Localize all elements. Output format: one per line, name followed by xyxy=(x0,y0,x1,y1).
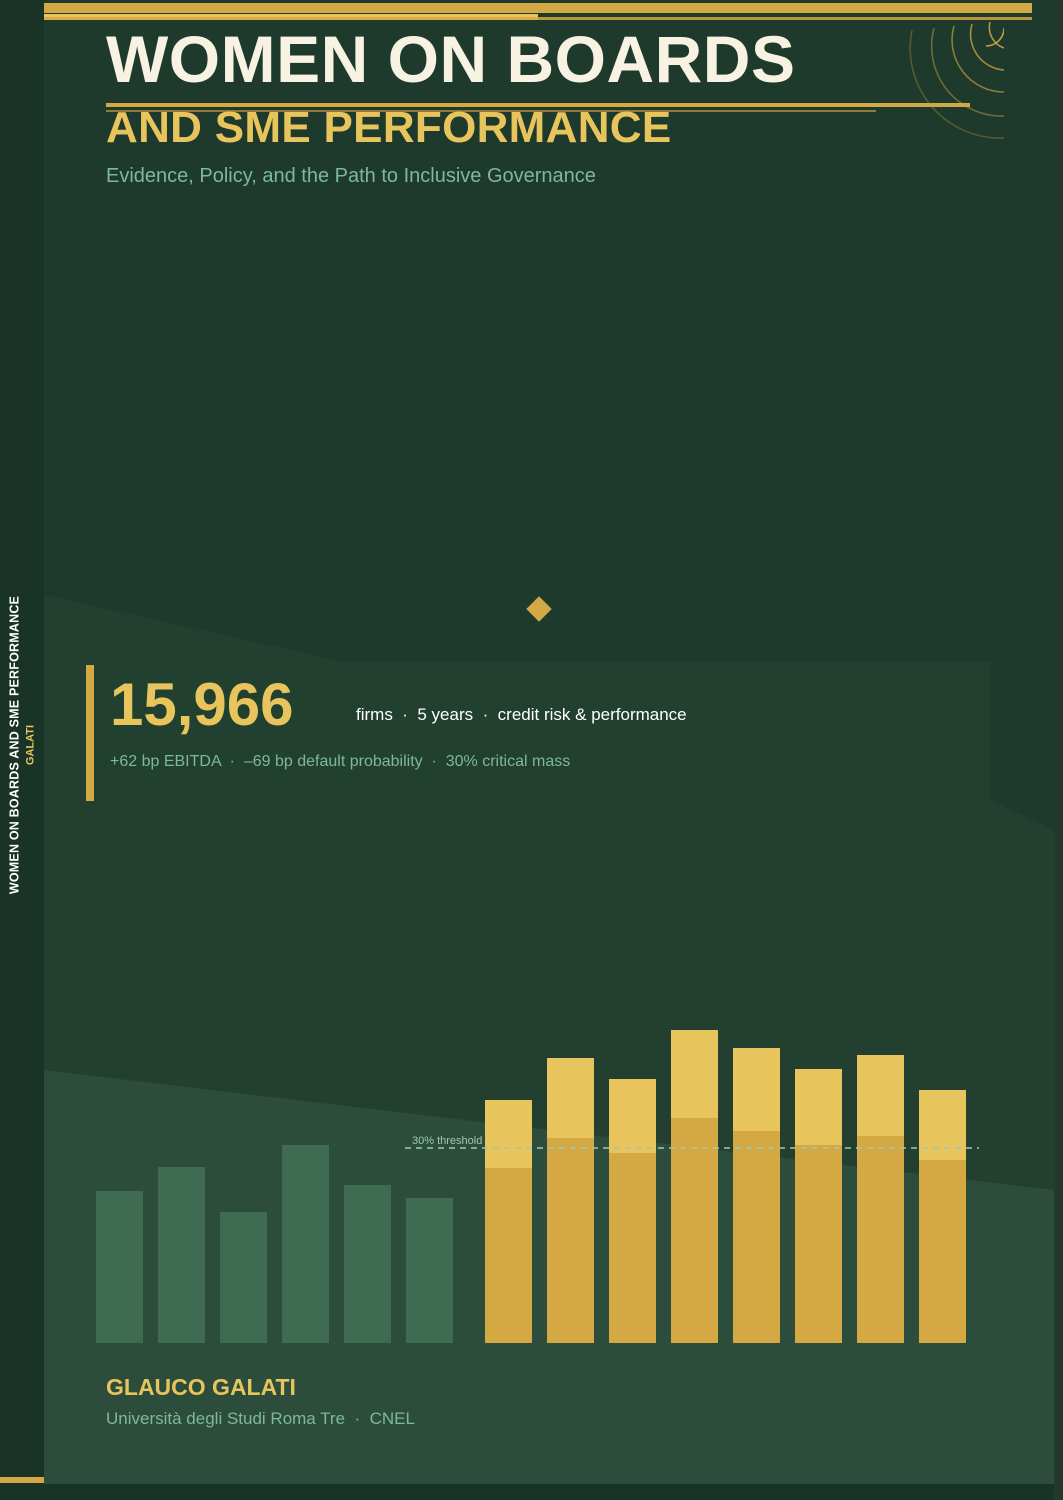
stat-number: 15,966 xyxy=(110,671,294,738)
book-spine: WOMEN ON BOARDS AND SME PERFORMANCE GALA… xyxy=(0,0,44,1500)
spine-author: GALATI xyxy=(24,724,37,766)
author-name: GLAUCO GALATI xyxy=(106,1374,296,1400)
cover-title-line2: AND SME PERFORMANCE xyxy=(106,103,672,152)
bottom-band xyxy=(44,1484,1054,1500)
bar-chart: 30% threshold xyxy=(96,1030,979,1343)
gold-bar-base xyxy=(919,1160,966,1343)
spine-text: WOMEN ON BOARDS AND SME PERFORMANCE GALA… xyxy=(8,596,37,894)
gold-bar-base xyxy=(671,1118,718,1343)
cover-edge xyxy=(1054,0,1063,1500)
green-bar xyxy=(344,1185,391,1343)
spine-title: WOMEN ON BOARDS AND SME PERFORMANCE xyxy=(7,595,22,895)
gold-bar-base xyxy=(547,1138,594,1343)
spine-accent xyxy=(0,1477,44,1483)
stat-panel xyxy=(86,665,990,801)
front-cover: WOMEN ON BOARDS AND SME PERFORMANCE Evid… xyxy=(44,0,1054,1500)
stat-accent-bar xyxy=(86,665,94,801)
cover-subtitle: Evidence, Policy, and the Path to Inclus… xyxy=(106,165,596,187)
green-bar xyxy=(282,1145,329,1343)
gold-bar-base xyxy=(795,1145,842,1343)
green-bar xyxy=(158,1167,205,1343)
cover-title-line1: WOMEN ON BOARDS xyxy=(106,22,796,96)
top-gold-thin-line xyxy=(44,17,1032,20)
green-bar xyxy=(96,1191,143,1343)
threshold-label: 30% threshold xyxy=(412,1135,482,1147)
green-bar xyxy=(406,1198,453,1343)
stat-details: +62 bp EBITDA · –69 bp default probabili… xyxy=(110,753,571,770)
gold-bar-base xyxy=(857,1136,904,1343)
gold-bar-base xyxy=(485,1168,532,1343)
gold-bar-base xyxy=(733,1131,780,1343)
stat-description: firms · 5 years · credit risk & performa… xyxy=(356,705,687,724)
title-divider xyxy=(106,103,970,107)
top-gold-bar xyxy=(44,3,1032,13)
title-divider-thin xyxy=(106,110,876,112)
green-bar xyxy=(220,1212,267,1343)
gold-bar-base xyxy=(609,1153,656,1343)
author-affiliation: Università degli Studi Roma Tre · CNEL xyxy=(106,1409,415,1428)
